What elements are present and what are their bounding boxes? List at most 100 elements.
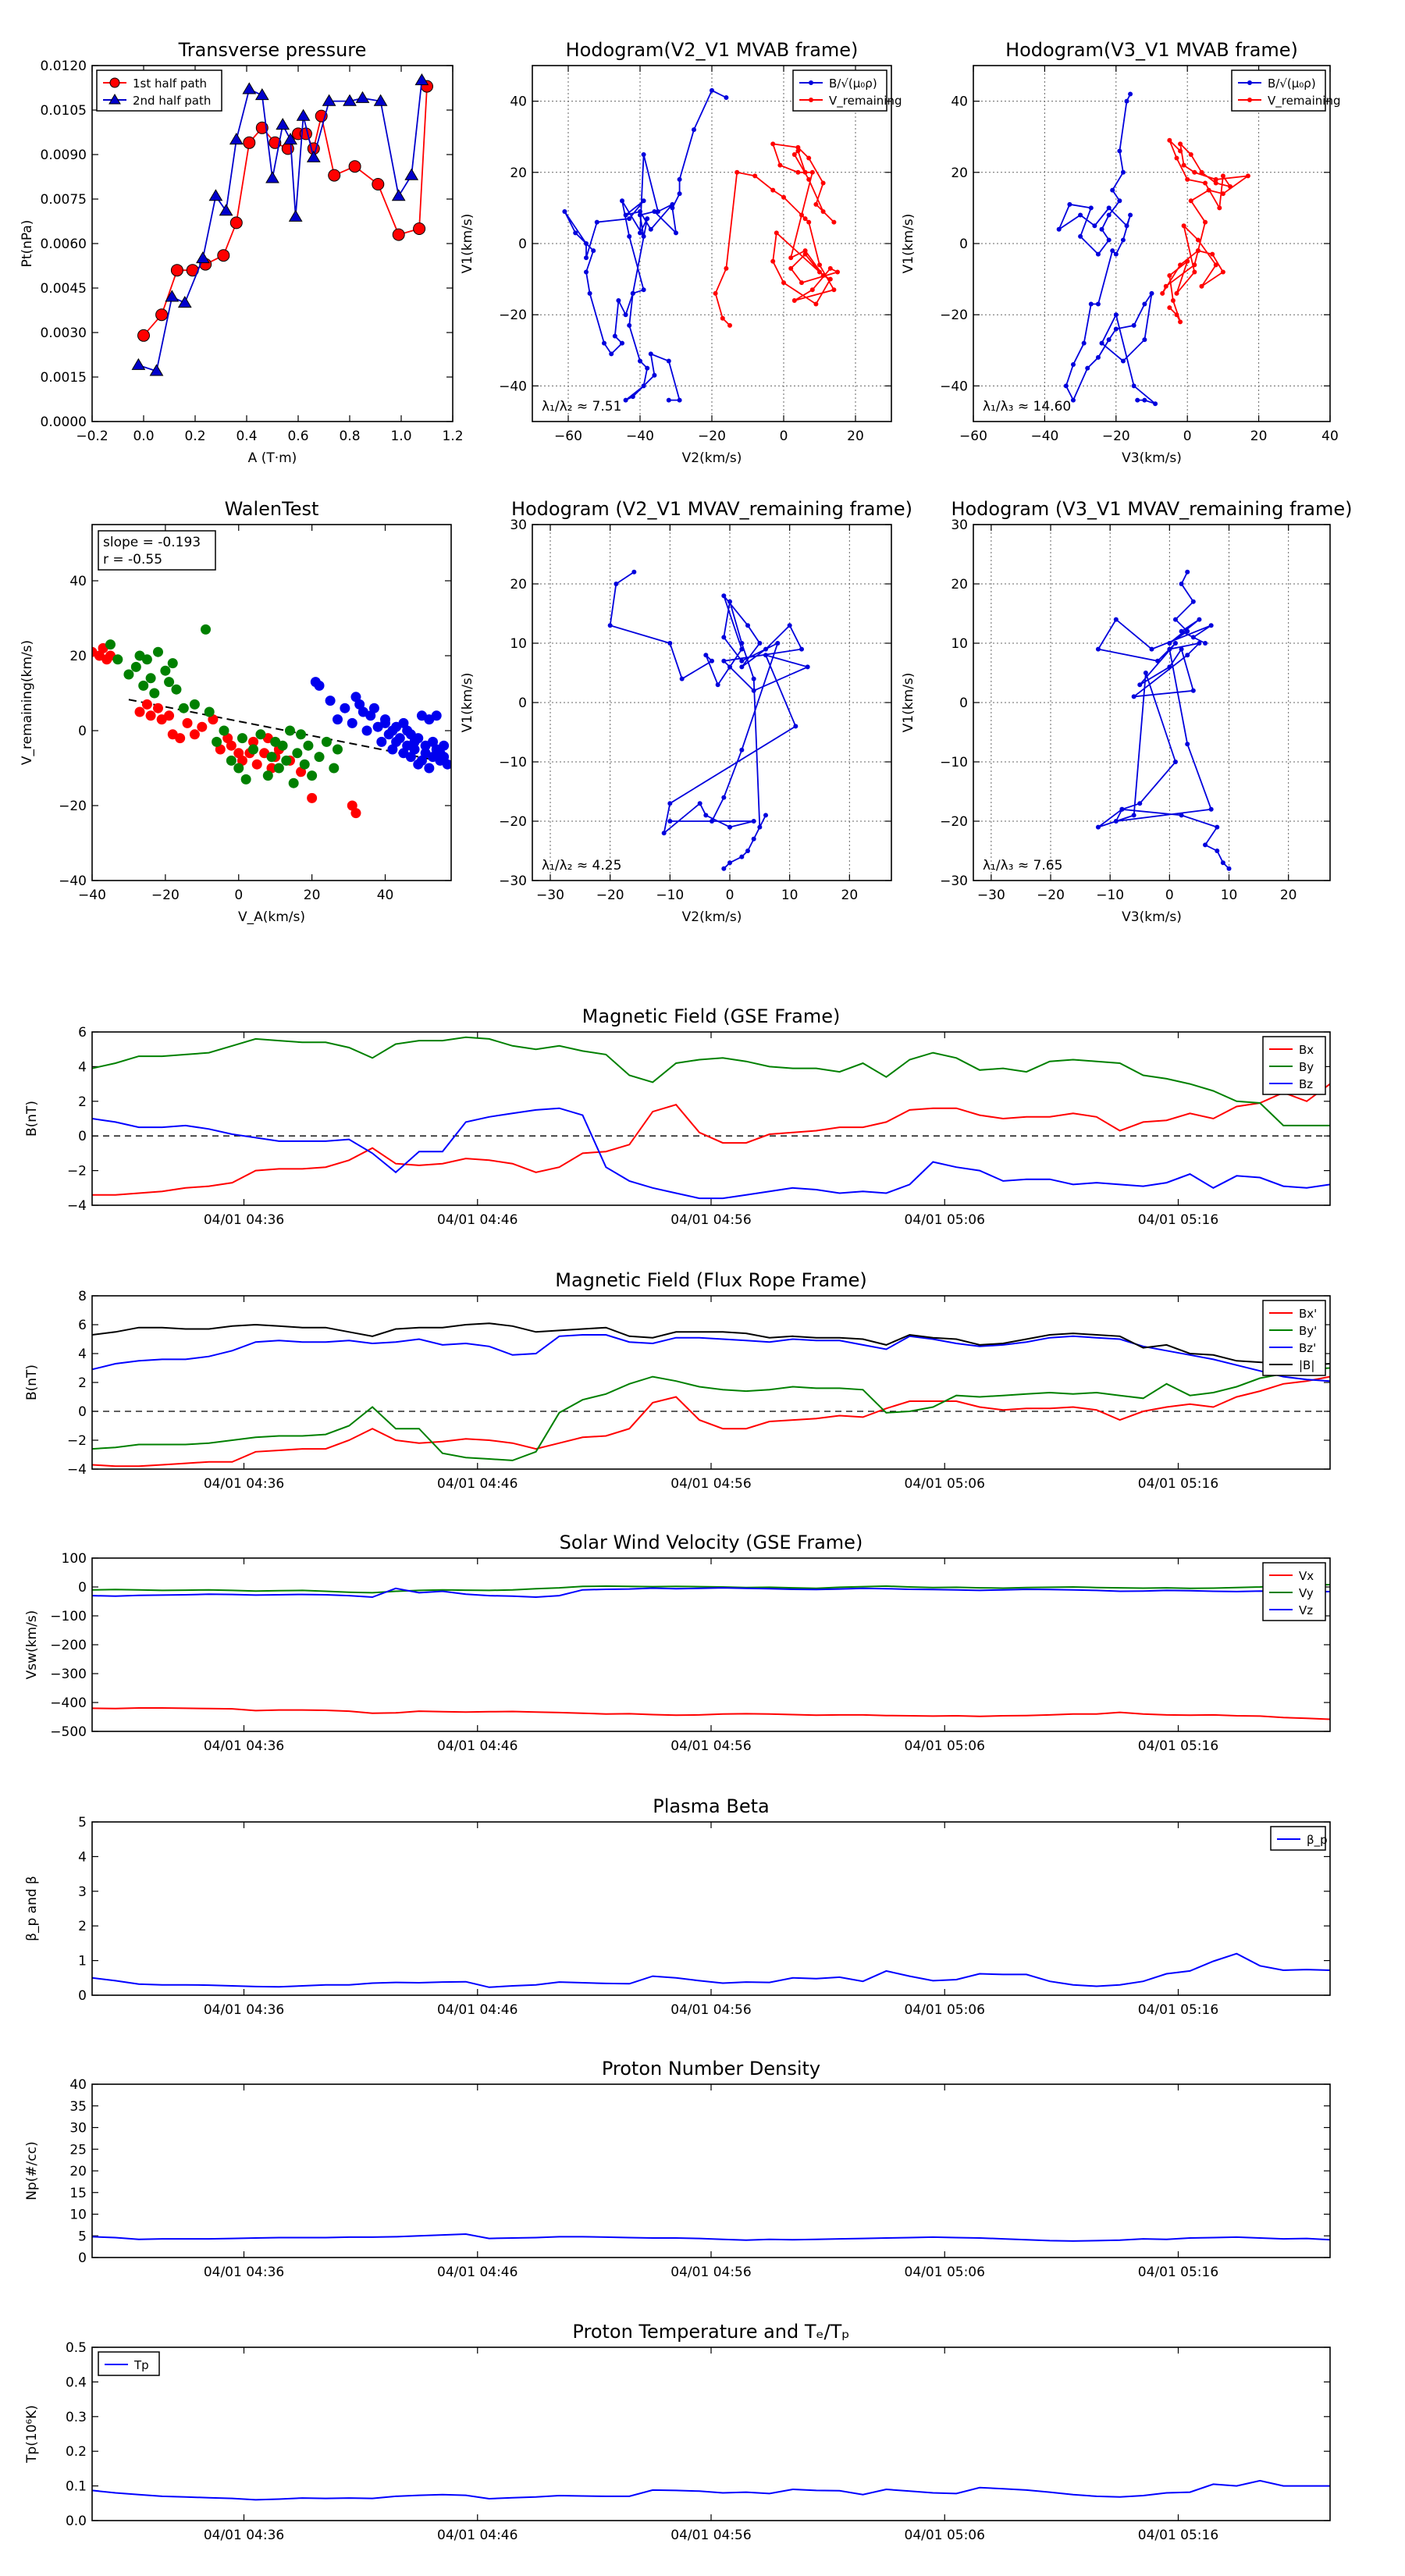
data-point (405, 752, 416, 763)
y-tick-label: 40 (510, 94, 527, 110)
data-point (1078, 233, 1083, 239)
plot-frame (973, 524, 1331, 881)
data-point (799, 280, 804, 286)
data-point (431, 710, 442, 721)
data-point (340, 703, 350, 713)
data-point (594, 219, 599, 225)
series-line-Vx (92, 1707, 1330, 1720)
series-line-B (1057, 94, 1156, 405)
data-point (1056, 226, 1062, 232)
data-point (641, 287, 646, 293)
y-axis-label: B(nT) (24, 1364, 40, 1400)
x-tick-label: 0 (780, 429, 788, 444)
series-line-Np (92, 2233, 1330, 2242)
data-point (1106, 237, 1112, 243)
data-point (645, 365, 650, 371)
y-tick-label: 0 (78, 1129, 87, 1144)
data-point (380, 717, 391, 728)
data-point (145, 673, 156, 684)
x-tick-label: 04/01 04:36 (204, 1476, 284, 1492)
y-tick-label: 2 (78, 1094, 87, 1110)
data-point (394, 733, 405, 744)
data-point (1203, 842, 1208, 848)
data-point (1142, 397, 1147, 403)
data-point (727, 860, 732, 866)
x-tick-label: −60 (959, 429, 987, 444)
plot-frame (91, 65, 454, 422)
data-point (645, 216, 650, 222)
y-tick-label: 0 (518, 696, 527, 711)
data-point (1143, 671, 1148, 675)
data-point (219, 725, 229, 736)
y-axis-label: Tp(10⁶K) (24, 2405, 40, 2464)
data-point-triangle (165, 290, 180, 302)
data-point-circle (392, 228, 405, 241)
data-point (703, 813, 709, 818)
data-point-triangle (149, 364, 164, 376)
y-tick-label: 30 (510, 518, 527, 533)
data-point (817, 262, 822, 268)
data-point (573, 230, 578, 236)
data-point (105, 639, 116, 650)
plot-area (92, 1584, 1330, 1720)
y-tick-label: −10 (499, 755, 527, 770)
data-point (1213, 176, 1218, 182)
data-point (781, 194, 786, 200)
data-point (623, 212, 628, 218)
data-point (802, 169, 808, 175)
y-tick-label: 0 (78, 2250, 87, 2266)
data-point (387, 744, 398, 755)
data-point (652, 208, 657, 214)
data-point (266, 752, 277, 763)
x-axis-label: V3(km/s) (1122, 450, 1182, 466)
data-point (1167, 646, 1172, 652)
legend-box (1231, 69, 1326, 112)
data-point (226, 755, 237, 766)
y-tick-label: −4 (67, 1198, 87, 1214)
data-point (1149, 290, 1154, 296)
data-point (609, 351, 614, 357)
data-point-triangle (177, 296, 192, 308)
y-tick-label: 30 (951, 518, 968, 533)
chart-h4: Hodogram (V3_V1 MVAV_remaining frame) −30… (901, 498, 1353, 925)
data-point (1181, 162, 1186, 168)
data-point (424, 763, 435, 774)
data-point (806, 155, 812, 161)
series-line-B (564, 89, 727, 401)
data-point (123, 669, 134, 680)
y-tick-label: 0.5 (66, 2340, 87, 2356)
series-line-Tp (92, 2479, 1330, 2501)
data-point (788, 255, 794, 261)
series-line-Bx (92, 1083, 1330, 1196)
data-point-triangle (283, 133, 297, 145)
y-tick-label: −40 (59, 873, 87, 889)
legend-label: 1st half path (133, 76, 207, 91)
data-point (368, 703, 379, 713)
y-tick-label: 100 (62, 1551, 87, 1567)
data-point (1120, 169, 1126, 175)
y-axis-label: B(nT) (24, 1101, 40, 1137)
data-point (1124, 98, 1129, 104)
y-tick-label: 0 (518, 237, 527, 252)
y-tick-label: 0.0120 (41, 59, 87, 74)
y-tick-label: 0.0 (66, 2514, 87, 2529)
data-point (1190, 688, 1196, 693)
chart-title: Hodogram (V2_V1 MVAV_remaining frame) (511, 498, 912, 520)
data-point (284, 725, 295, 736)
data-point (727, 824, 732, 830)
y-tick-label: 0.0090 (41, 148, 87, 163)
x-tick-label: −40 (626, 429, 654, 444)
x-tick-label: 04/01 04:36 (204, 1212, 284, 1228)
data-point (757, 824, 763, 830)
data-point (1206, 187, 1211, 193)
data-point (376, 736, 387, 747)
data-point (1149, 646, 1154, 652)
data-point (1213, 262, 1218, 268)
series-line-B (609, 571, 810, 870)
data-point (1095, 354, 1101, 360)
x-axis-label: V2(km/s) (682, 450, 742, 466)
plot-area (92, 2233, 1330, 2242)
data-point (303, 740, 314, 751)
data-point (1174, 290, 1179, 296)
data-point (1190, 635, 1196, 640)
